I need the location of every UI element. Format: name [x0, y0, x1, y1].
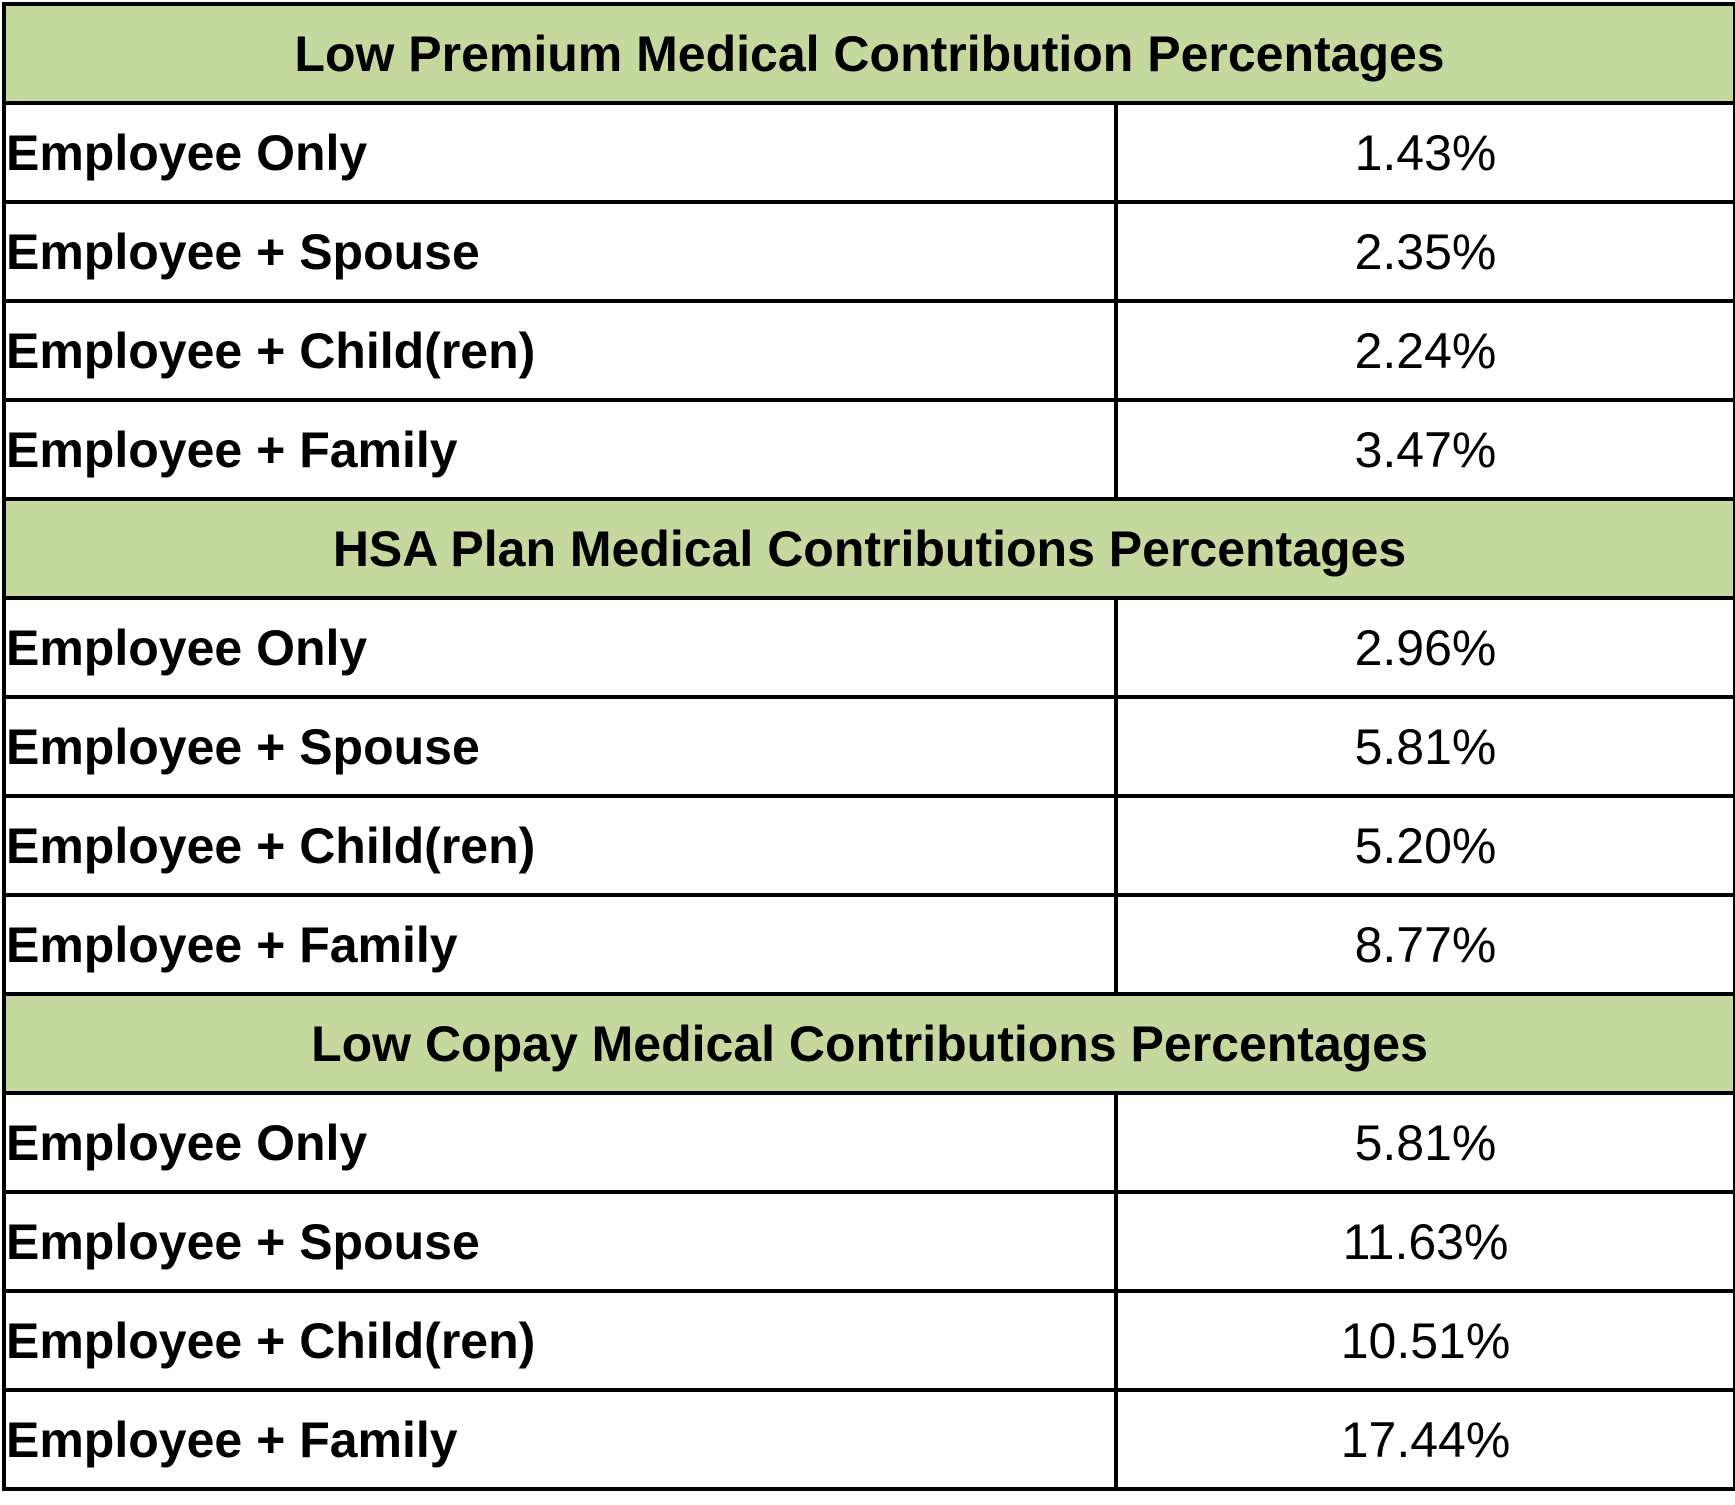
table-row: Employee + Family 17.44%	[2, 1388, 1735, 1491]
table-row: Employee + Child(ren) 5.20%	[2, 794, 1735, 897]
tier-percentage: 17.44%	[1113, 1388, 1735, 1491]
section-title: Low Copay Medical Contributions Percenta…	[1, 992, 1735, 1095]
table-row: Employee + Child(ren) 2.24%	[2, 299, 1735, 402]
tier-percentage: 1.43%	[1113, 101, 1735, 204]
tier-percentage: 5.81%	[1113, 695, 1735, 798]
tier-percentage: 10.51%	[1113, 1289, 1735, 1392]
tier-percentage: 5.81%	[1113, 1091, 1735, 1194]
tier-label: Employee + Family	[2, 893, 1118, 996]
tier-label: Employee + Family	[2, 398, 1118, 501]
tier-percentage: 2.96%	[1113, 596, 1735, 699]
table-row: Employee + Spouse 5.81%	[2, 695, 1735, 798]
table-row: Employee + Spouse 11.63%	[2, 1190, 1735, 1293]
section-title: Low Premium Medical Contribution Percent…	[1, 2, 1735, 105]
tier-label: Employee + Spouse	[2, 695, 1118, 798]
tier-percentage: 2.35%	[1113, 200, 1735, 303]
section-header-row: Low Copay Medical Contributions Percenta…	[1, 992, 1735, 1095]
tier-label: Employee + Spouse	[2, 200, 1118, 303]
tier-label: Employee + Child(ren)	[2, 794, 1118, 897]
table-row: Employee + Family 8.77%	[2, 893, 1735, 996]
tier-percentage: 11.63%	[1113, 1190, 1735, 1293]
table-row: Employee + Spouse 2.35%	[2, 200, 1735, 303]
table-row: Employee Only 2.96%	[2, 596, 1735, 699]
section-header-row: HSA Plan Medical Contributions Percentag…	[1, 497, 1735, 600]
tier-percentage: 2.24%	[1113, 299, 1735, 402]
table-row: Employee Only 5.81%	[2, 1091, 1735, 1194]
tier-label: Employee Only	[2, 1091, 1118, 1194]
table-row: Employee Only 1.43%	[2, 101, 1735, 204]
tier-label: Employee + Spouse	[2, 1190, 1118, 1293]
tier-label: Employee Only	[2, 596, 1118, 699]
table-row: Employee + Family 3.47%	[2, 398, 1735, 501]
table-row: Employee + Child(ren) 10.51%	[2, 1289, 1735, 1392]
tier-label: Employee + Child(ren)	[2, 1289, 1118, 1392]
tier-percentage: 3.47%	[1113, 398, 1735, 501]
tier-percentage: 5.20%	[1113, 794, 1735, 897]
tier-label: Employee + Child(ren)	[2, 299, 1118, 402]
tier-label: Employee Only	[2, 101, 1118, 204]
section-header-row: Low Premium Medical Contribution Percent…	[1, 2, 1735, 105]
tier-label: Employee + Family	[2, 1388, 1118, 1491]
tier-percentage: 8.77%	[1113, 893, 1735, 996]
section-title: HSA Plan Medical Contributions Percentag…	[1, 497, 1735, 600]
